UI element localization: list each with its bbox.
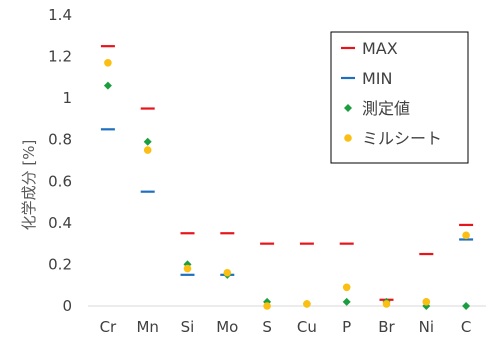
legend-label: MAX <box>362 39 398 58</box>
y-tick-label: 0 <box>62 297 72 315</box>
x-tick-label-br: Br <box>378 318 395 336</box>
x-tick-label-si: Si <box>181 318 195 336</box>
data-marks <box>100 45 474 310</box>
mark-legend-2 <box>344 104 352 112</box>
legend-item-2: 測定値 <box>344 99 410 118</box>
x-axis-ticks: Cr Mn Si Mo S Cu P Br Ni C <box>100 318 472 336</box>
legend-label: 測定値 <box>362 99 410 118</box>
mark-s2-mn <box>143 137 152 146</box>
legend-label: MIN <box>362 69 393 88</box>
mark-s3-mn <box>143 146 152 154</box>
mark-s3-p <box>342 283 351 292</box>
mark-s3-br <box>382 300 391 308</box>
x-tick-label-s: S <box>262 318 272 336</box>
series-3 <box>104 59 470 310</box>
legend-item-1: MIN <box>341 69 393 88</box>
y-tick-label: 1.4 <box>48 6 72 24</box>
legend-item-3: ミルシート <box>344 129 442 148</box>
legend-box <box>330 31 469 164</box>
y-tick-label: 0.4 <box>48 214 72 232</box>
mark-s3-mo <box>223 268 232 277</box>
legend-label: ミルシート <box>362 129 442 148</box>
y-tick-label: 0.6 <box>48 172 72 190</box>
mark-s3-c <box>462 231 470 240</box>
x-tick-label-cu: Cu <box>297 318 317 336</box>
y-tick-label: 1.2 <box>48 48 72 66</box>
x-tick-label-cr: Cr <box>100 318 117 336</box>
y-tick-label: 0.2 <box>48 255 72 273</box>
y-axis-ticks: 0 0.2 0.4 0.6 0.8 1 1.2 1.4 <box>48 6 72 315</box>
x-tick-label-mo: Mo <box>216 318 238 336</box>
y-tick-label: 1 <box>62 89 72 107</box>
mark-s2-p <box>342 297 351 306</box>
legend-item-0: MAX <box>341 39 398 58</box>
mark-s3-cu <box>303 300 311 308</box>
y-tick-label: 0.8 <box>48 131 72 149</box>
mark-s3-cr <box>104 59 112 67</box>
mark-s2-c <box>462 302 471 310</box>
y-axis-label: 化学成分 [%] <box>20 140 38 231</box>
mark-s3-s <box>263 302 271 310</box>
x-tick-label-ni: Ni <box>419 318 434 336</box>
x-tick-label-p: P <box>342 318 351 336</box>
mark-s3-si <box>183 264 192 273</box>
x-tick-label-mn: Mn <box>136 318 158 336</box>
mark-s3-ni <box>422 298 431 306</box>
x-tick-label-c: C <box>461 318 471 336</box>
mark-legend-3 <box>344 134 352 142</box>
mark-s2-cr <box>103 81 112 90</box>
